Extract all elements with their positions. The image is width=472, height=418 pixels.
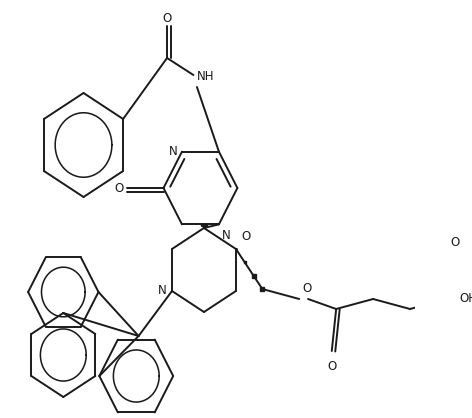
Text: O: O xyxy=(114,181,123,194)
Text: N: N xyxy=(169,145,177,158)
Text: NH: NH xyxy=(197,71,214,84)
Text: N: N xyxy=(158,285,167,298)
Text: O: O xyxy=(450,236,460,249)
Text: O: O xyxy=(303,282,312,295)
Text: OH: OH xyxy=(459,293,472,306)
Text: O: O xyxy=(162,12,172,25)
Text: O: O xyxy=(241,230,251,243)
Text: N: N xyxy=(221,229,230,242)
Text: O: O xyxy=(327,360,337,373)
